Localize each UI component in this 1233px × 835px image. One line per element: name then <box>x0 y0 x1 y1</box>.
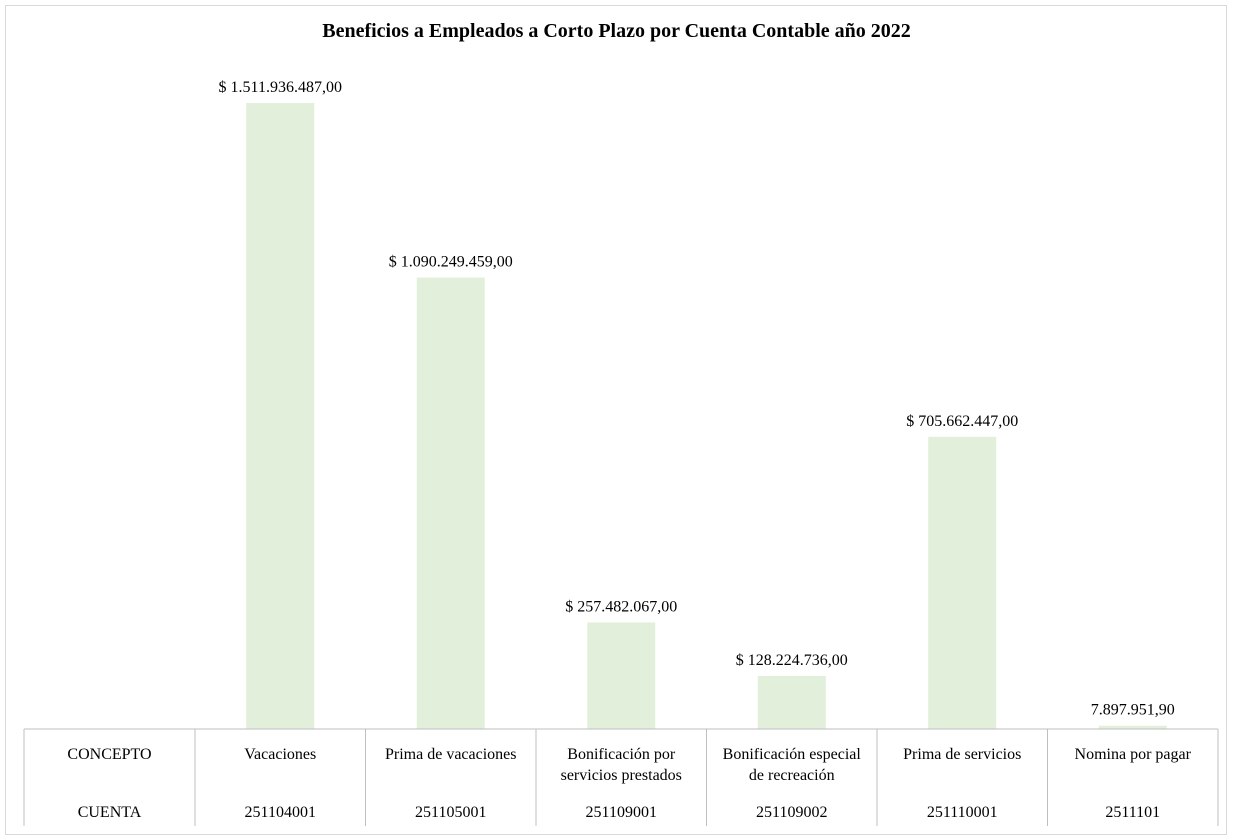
bar-5 <box>928 436 997 729</box>
chart-title: Beneficios a Empleados a Corto Plazo por… <box>322 20 911 42</box>
data-label-3: $ 257.482.067,00 <box>565 598 677 615</box>
account-label-3: 251109001 <box>586 804 657 821</box>
bar-6 <box>1098 725 1167 729</box>
category-label-4: de recreación <box>749 767 835 784</box>
row-header-cuenta: CUENTA <box>78 804 142 821</box>
account-label-1: 251104001 <box>245 804 316 821</box>
category-label-1: Vacaciones <box>244 746 316 763</box>
data-label-1: $ 1.511.936.487,00 <box>219 79 342 96</box>
category-label-3: servicios prestados <box>561 767 682 784</box>
data-label-6: 7.897.951,90 <box>1091 702 1175 719</box>
category-label-4: Bonificación especial <box>723 746 862 763</box>
data-label-4: $ 128.224.736,00 <box>736 652 848 669</box>
bar-4 <box>757 675 826 729</box>
row-header-concepto: CONCEPTO <box>67 746 151 763</box>
category-label-3: Bonificación por <box>567 746 676 763</box>
data-label-5: $ 705.662.447,00 <box>906 413 1018 430</box>
data-label-2: $ 1.090.249.459,00 <box>389 254 513 271</box>
category-label-6: Nomina por pagar <box>1075 746 1192 763</box>
bar-3 <box>587 622 656 729</box>
account-label-6: 2511101 <box>1105 804 1160 821</box>
category-label-2: Prima de vacaciones <box>385 746 517 763</box>
bar-1 <box>246 103 315 729</box>
account-label-4: 251109002 <box>756 804 827 821</box>
bar-2 <box>416 277 485 729</box>
account-label-5: 251110001 <box>927 804 998 821</box>
account-label-2: 251105001 <box>415 804 486 821</box>
category-label-5: Prima de servicios <box>903 746 1021 763</box>
